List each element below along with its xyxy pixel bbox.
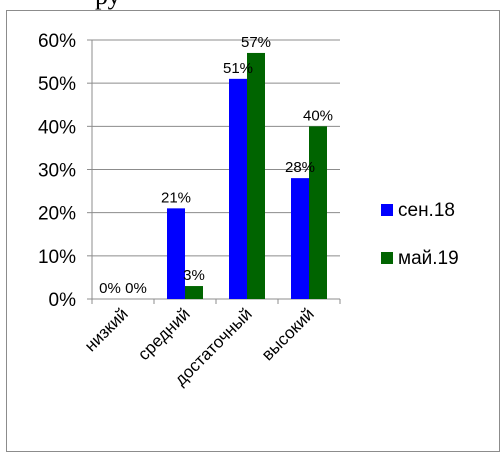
bar [185, 286, 203, 299]
x-tick-label: низкий [81, 304, 132, 355]
x-tick-label: средний [134, 304, 194, 364]
data-label: 3% [183, 267, 205, 284]
data-label: 0% [99, 280, 121, 297]
legend-label: май.19 [398, 248, 459, 269]
bar [247, 52, 265, 300]
chart-frame [6, 10, 500, 452]
y-tick-label: 20% [38, 204, 76, 225]
y-tick-label: 30% [38, 161, 76, 182]
bar [229, 78, 247, 299]
data-label: 40% [303, 107, 333, 124]
data-label: 51% [223, 60, 253, 77]
y-tick-label: 0% [49, 290, 77, 311]
y-tick-label: 10% [38, 247, 76, 268]
bar [291, 178, 309, 299]
data-label: 21% [161, 189, 191, 206]
x-tick-label: высокий [258, 304, 318, 364]
legend-swatch [381, 252, 393, 264]
bar [167, 208, 185, 299]
data-label: 28% [285, 159, 315, 176]
data-label: 0% [125, 280, 147, 297]
bar [309, 126, 327, 299]
header-text-fragment: ру [95, 0, 121, 10]
y-tick-label: 60% [38, 31, 76, 52]
data-label: 57% [241, 34, 271, 51]
legend-swatch [381, 204, 393, 216]
legend-label: сен.18 [398, 200, 455, 221]
y-tick-label: 50% [38, 74, 76, 95]
y-tick-label: 40% [38, 117, 76, 138]
